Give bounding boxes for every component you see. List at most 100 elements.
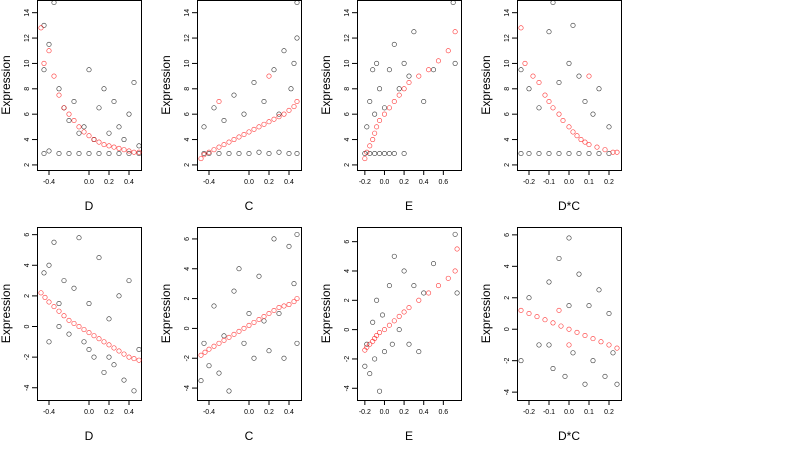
data-point-red [606,342,612,348]
x-tick-label: 0.1 [584,179,594,186]
data-point-black [367,371,373,377]
data-point-black [136,346,142,352]
data-point-black [261,318,267,324]
data-point-red [256,124,262,130]
data-point-black [370,319,376,325]
data-point-red [364,344,370,350]
data-point-black [372,151,378,157]
data-point-black [46,262,52,268]
data-point-black [76,235,82,241]
data-point-black [41,22,47,28]
data-point-black [546,151,552,157]
data-point-black [536,151,542,157]
data-point-black [452,231,458,237]
data-point-red [416,73,422,79]
y-tick-label: 6 [184,112,191,116]
data-point-red [454,246,460,252]
y-tick-label: 6 [504,233,511,237]
data-point-red [56,92,62,98]
data-point-red [426,290,432,296]
data-point-red [614,345,620,351]
y-tick-label: 4 [344,138,351,142]
y-axis-label: Expression [479,55,493,114]
x-tick-label: 0.0 [380,179,390,186]
data-point-red [71,320,77,326]
data-point-red [574,133,580,139]
data-point-red [370,137,376,143]
y-tick-label: 10 [504,59,511,67]
data-point-black [106,354,112,360]
data-point-red [566,326,572,332]
data-point-red [542,92,548,98]
data-point-black [206,363,212,369]
data-point-black [406,73,412,79]
data-point-black [101,369,107,375]
data-point-black [256,149,262,155]
data-point-black [126,151,132,157]
data-point-red [261,121,267,127]
x-tick-label: 0.4 [419,409,429,416]
data-point-black [86,67,92,73]
data-point-red [391,98,397,104]
data-point-red [256,316,262,322]
data-point-black [201,340,207,346]
y-tick-label: 4 [504,138,511,142]
data-point-black [261,98,267,104]
data-point-black [570,350,576,356]
data-point-black [550,0,556,6]
data-point-black [566,151,572,157]
data-point-black [586,151,592,157]
x-tick-label: -0.2 [523,409,535,416]
panel-2: -0.4 0.0 0.2 0.4 2 4 6 8 10 12 14 C Expression [159,0,302,213]
y-tick-label: 6 [504,112,511,116]
data-point-black [596,151,602,157]
data-point-red [206,149,212,155]
data-point-black [411,283,417,289]
x-tick-label: 0.4 [124,179,134,186]
data-point-black [596,287,602,293]
plot-frame [357,0,462,171]
data-point-black [590,358,596,364]
data-point-black [386,151,392,157]
data-point-black [81,124,87,130]
data-point-black [377,151,383,157]
data-point-red [216,144,222,150]
data-point-red [266,310,272,316]
data-point-red [101,339,107,345]
data-point-black [406,341,412,347]
plot-frame [197,227,302,401]
y-axis-label: Expression [0,55,13,114]
data-point-red [530,73,536,79]
data-point-red [381,111,387,117]
data-point-red [435,283,441,289]
x-tick-label: 0.4 [284,179,294,186]
data-point-red [198,352,204,358]
data-point-red [226,139,232,145]
data-point-red [291,299,297,305]
data-point-red [291,104,297,110]
data-point-red [391,318,397,324]
data-point-red [435,58,441,64]
data-point-red [106,143,112,149]
data-point-black [271,67,277,73]
data-point-black [66,118,72,124]
y-tick-label: 2 [184,297,191,301]
data-point-black [61,278,67,284]
data-point-black [46,148,52,154]
y-tick-label: 0 [24,324,31,328]
y-tick-label: 0 [504,327,511,331]
data-point-black [276,310,282,316]
plot-frame [357,227,462,401]
data-point-black [251,355,257,361]
data-point-red [131,149,137,155]
data-point-red [602,147,608,153]
data-point-red [276,114,282,120]
data-point-black [206,151,212,157]
data-point-black [56,151,62,157]
data-point-red [566,124,572,130]
data-point-black [96,255,102,261]
y-tick-label: -4 [24,385,31,391]
data-point-black [431,67,437,73]
y-tick-label: 14 [184,9,191,17]
data-point-red [522,60,528,66]
